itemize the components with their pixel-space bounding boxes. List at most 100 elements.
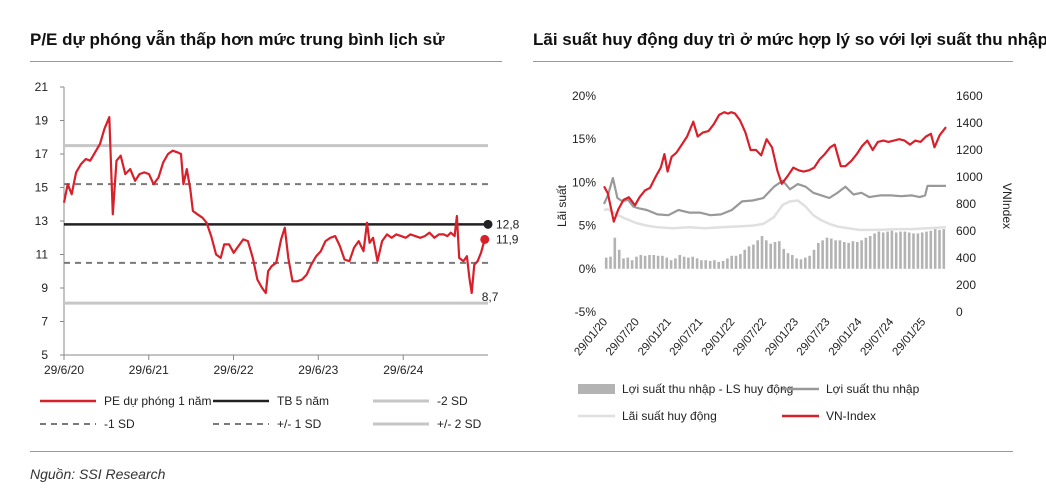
spread-bar [661,255,664,269]
spread-bar [838,240,842,269]
spread-bar [622,258,625,269]
spread-bar [808,255,811,269]
x-tick-label: 29/6/21 [129,363,169,377]
spread-bar [734,255,738,269]
legend-label: Lợi suất thu nhập [826,382,920,396]
left-y-tick-label: 0% [579,262,597,276]
pe-chart: 5 7 9 11 13 15 17 19 21 29/6/20 29/6/21 29/6/22 29/6… [35,80,520,431]
spread-bar [821,240,824,269]
legend-label: -2 SD [437,394,468,408]
legend-label: PE dự phóng 1 năm [104,394,211,408]
spread-bar [669,260,673,269]
earnings-yield-line [602,177,946,217]
left-y-axis-label: Lãi suất [555,184,569,227]
spread-bar [687,257,690,269]
legend-label: +/- 2 SD [437,417,482,431]
spread-bar [903,231,907,269]
spread-bar [782,248,785,269]
spread-bar [678,255,682,269]
spread-bar [760,236,764,269]
spread-bar [778,241,781,269]
x-tick-label: 29/6/22 [213,363,253,377]
spread-bar [708,261,712,269]
spread-bar [717,261,720,269]
spread-bar [830,238,833,269]
spread-bar [639,255,643,269]
spread-bar [609,256,612,269]
y-tick-label: 7 [41,315,48,329]
footer-rule [30,451,1013,452]
spread-bar [881,232,885,269]
deposit-rate-line [603,199,947,232]
spread-bar [877,231,881,269]
spread-bar [691,256,694,269]
left-y-tick-label: 10% [572,175,596,189]
value-annotation: 12,8 [496,217,520,231]
spread-bar [721,261,725,269]
right-y-tick-label: 600 [956,224,976,238]
right-chart-title: Lãi suất huy động duy trì ở mức hợp lý s… [533,30,1046,49]
x-tick-label: 29/6/20 [44,363,84,377]
avg-end-marker [483,219,493,229]
spread-bar [795,258,798,269]
spread-bar [920,232,924,269]
y-tick-label: 17 [35,147,49,161]
spread-bar [860,240,863,269]
spread-bar [894,232,898,269]
spread-bar [791,255,794,269]
spread-bar [886,231,889,269]
spread-bar [812,249,816,269]
spread-bar [933,229,937,269]
spread-bar [825,237,829,269]
spread-bar [656,255,660,269]
left-title-rule [30,61,502,62]
right-y-tick-label: 800 [956,197,976,211]
legend-label: Lãi suất huy động [622,409,717,423]
left-y-tick-label: 20% [572,89,596,103]
spread-bar [635,256,638,269]
pe-forward-line [62,116,486,295]
spread-bar [786,253,790,269]
spread-bar [604,257,608,269]
spread-bar [626,257,630,269]
left-y-tick-label: 5% [579,219,597,233]
legend-label: VN-Index [826,409,876,423]
spread-bar [704,260,707,269]
spread-bar [834,240,837,269]
spread-bar [773,242,777,269]
legend-label: +/- 1 SD [277,417,322,431]
spread-bar [925,231,928,269]
spread-bar [847,242,850,269]
right-y-tick-label: 1200 [956,143,983,157]
spread-bar [873,233,876,269]
spread-bar [817,242,820,269]
right-y-tick-label: 1000 [956,170,983,184]
right-title-rule [533,61,1013,62]
y-tick-label: 9 [41,281,48,295]
pe-end-marker [480,234,490,244]
y-tick-label: 13 [35,214,49,228]
spread-bar [665,257,669,269]
spread-bar [868,236,872,269]
spread-bar [700,260,703,269]
spread-bar [695,258,699,269]
spread-bar [843,242,846,269]
spread-bar [864,237,868,269]
spread-bar [617,249,621,269]
spread-bar [899,231,902,269]
spread-bar [756,240,759,269]
spread-bar [929,230,933,269]
right-y-tick-label: 0 [956,305,963,319]
left-y-tick-label: 15% [572,132,596,146]
legend-label: -1 SD [104,417,135,431]
legend-label: TB 5 năm [277,394,329,408]
spread-bar [747,246,751,269]
left-chart-title: P/E dự phóng vẫn thấp hơn mức trung bình… [30,30,445,49]
spread-bar [630,260,634,269]
y-tick-label: 5 [41,348,48,362]
spread-bar [938,229,941,269]
spread-bar [765,240,768,269]
source-note: Nguồn: SSI Research [30,466,166,482]
right-y-tick-label: 1600 [956,89,983,103]
y-tick-label: 11 [36,248,49,262]
